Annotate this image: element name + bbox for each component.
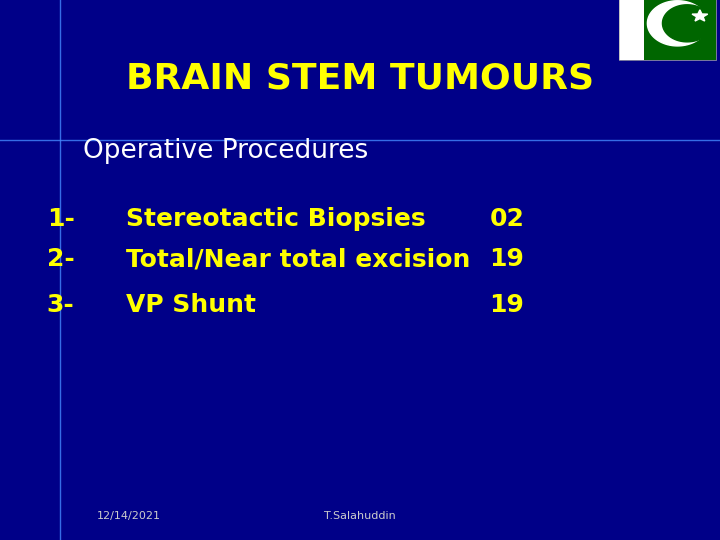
Text: BRAIN STEM TUMOURS: BRAIN STEM TUMOURS xyxy=(126,62,594,95)
Bar xyxy=(619,0,644,60)
Text: 19: 19 xyxy=(490,293,524,317)
Text: 1-: 1- xyxy=(47,207,75,231)
Text: Stereotactic Biopsies: Stereotactic Biopsies xyxy=(126,207,426,231)
Text: 3-: 3- xyxy=(47,293,75,317)
Text: 12/14/2021: 12/14/2021 xyxy=(97,511,161,521)
Bar xyxy=(644,0,716,60)
Text: 19: 19 xyxy=(490,247,524,271)
Polygon shape xyxy=(692,10,708,21)
Text: Total/Near total excision: Total/Near total excision xyxy=(126,247,470,271)
Polygon shape xyxy=(662,5,712,42)
Text: Operative Procedures: Operative Procedures xyxy=(83,138,368,164)
Text: T.Salahuddin: T.Salahuddin xyxy=(324,511,396,521)
Text: 02: 02 xyxy=(490,207,524,231)
Text: VP Shunt: VP Shunt xyxy=(126,293,256,317)
Bar xyxy=(619,0,716,60)
Polygon shape xyxy=(647,1,708,46)
Text: 2-: 2- xyxy=(47,247,75,271)
